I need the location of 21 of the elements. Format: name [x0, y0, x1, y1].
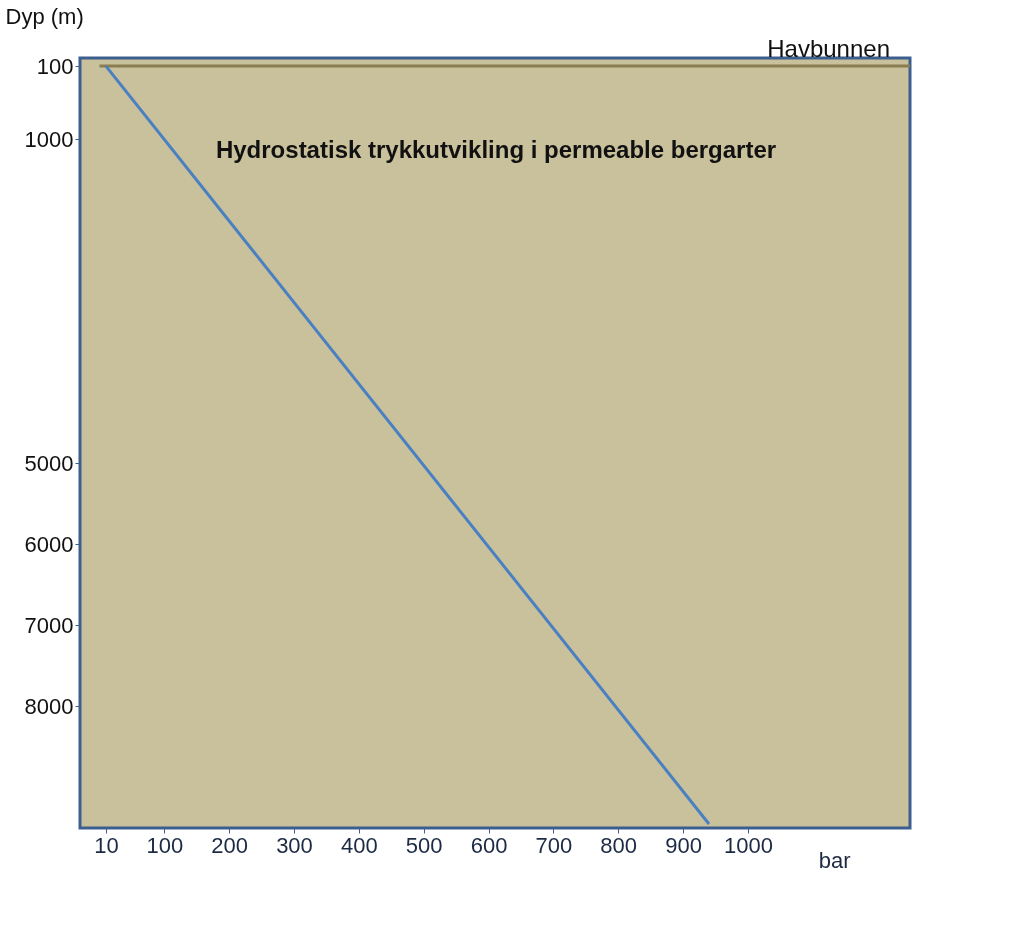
x-tick-label: 200 [211, 832, 248, 858]
x-tick-label: 500 [405, 832, 443, 858]
x-tick-label: 300 [276, 832, 313, 858]
x-tick-label: 700 [535, 832, 573, 858]
y-tick-label: 6000 [24, 531, 74, 557]
y-tick-label: 100 [36, 53, 74, 79]
y-tick-label: 5000 [24, 450, 74, 476]
x-tick-label: 900 [665, 832, 702, 858]
y-tick-label: 8000 [24, 693, 74, 719]
x-tick-label: 10 [94, 832, 119, 858]
x-tick-label: 1000 [723, 832, 773, 858]
x-tick-label: 600 [470, 832, 508, 858]
series-label: Hydrostatisk trykkutvikling i permeable bergarter [215, 136, 777, 164]
x-tick-label: 800 [600, 832, 638, 858]
x-tick-label: 100 [146, 832, 184, 858]
x-tick-label: 400 [340, 832, 378, 858]
y-tick-label: 7000 [24, 612, 74, 638]
y-tick-label: 1000 [24, 126, 74, 152]
series-label: Havbunnen [767, 35, 890, 63]
y-axis-title: Dyp (m) [5, 3, 84, 29]
x-axis-title: bar [818, 847, 851, 873]
